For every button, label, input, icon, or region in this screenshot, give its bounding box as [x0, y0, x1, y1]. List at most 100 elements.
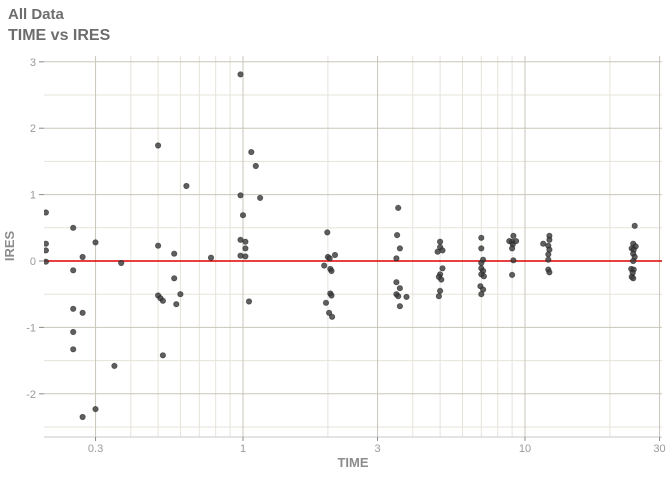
x-axis-title: TIME — [337, 455, 368, 470]
y-tick-labels: -2 -1 0 1 2 3 — [26, 57, 36, 401]
y-tick-label: 3 — [30, 57, 36, 69]
x-tick-label: 0.3 — [88, 443, 103, 455]
data-point — [631, 222, 638, 229]
data-point — [478, 259, 485, 267]
data-point — [155, 242, 162, 249]
x-tick-label: 10 — [519, 443, 531, 455]
data-point — [159, 352, 166, 359]
data-point — [92, 405, 99, 413]
data-point — [393, 279, 400, 286]
data-point — [478, 234, 485, 241]
data-point — [242, 253, 249, 260]
data-point — [242, 245, 249, 252]
data-point — [245, 298, 253, 305]
data-point — [546, 269, 553, 276]
data-point — [393, 232, 401, 239]
data-point — [435, 293, 442, 300]
data-point — [79, 309, 86, 316]
data-point — [44, 209, 49, 216]
data-point — [545, 251, 552, 258]
plot-title: All Data — [8, 6, 64, 23]
data-point — [321, 262, 328, 269]
y-axis-title: IRES — [2, 231, 17, 262]
data-point — [173, 301, 180, 308]
data-point — [111, 362, 118, 369]
data-point — [177, 291, 184, 298]
data-point — [70, 224, 77, 231]
data-point — [183, 182, 190, 190]
data-point — [508, 271, 516, 278]
data-point — [478, 291, 485, 298]
data-point — [393, 255, 400, 262]
data-point — [403, 293, 410, 300]
x-tick-labels: 0.3 1 3 10 30 — [88, 443, 666, 455]
y-tick-label: -1 — [26, 322, 36, 334]
axis-tick-marks — [39, 61, 661, 441]
data-points — [44, 71, 639, 421]
y-tick-label: 1 — [30, 190, 36, 202]
data-point — [630, 275, 637, 282]
data-point — [70, 267, 77, 274]
data-point — [252, 162, 259, 170]
data-point — [508, 245, 516, 252]
data-point — [395, 204, 402, 211]
x-tick-label: 3 — [374, 443, 380, 455]
data-point — [237, 71, 244, 78]
data-point — [326, 255, 333, 262]
data-point — [70, 328, 77, 336]
data-point — [480, 273, 487, 280]
data-point — [118, 259, 125, 267]
grid-major-lines — [44, 56, 662, 437]
data-point — [237, 192, 244, 199]
y-tick-label: -2 — [26, 389, 36, 401]
data-point — [439, 265, 446, 272]
plot-subtitle: TIME vs IRES — [8, 27, 111, 44]
data-point — [395, 293, 402, 300]
data-point — [171, 275, 178, 282]
data-point — [436, 287, 444, 294]
data-point — [328, 313, 336, 320]
data-point — [70, 305, 77, 312]
data-point — [324, 229, 331, 236]
data-point — [546, 236, 553, 243]
data-point — [171, 250, 178, 257]
data-point — [242, 238, 249, 245]
data-point — [396, 245, 403, 252]
y-tick-label: 0 — [30, 256, 36, 268]
data-point — [328, 267, 335, 275]
data-point — [328, 292, 335, 299]
data-point — [44, 258, 49, 265]
data-point — [79, 253, 86, 261]
data-point — [331, 251, 339, 259]
x-tick-label: 1 — [240, 443, 246, 455]
data-point — [545, 256, 552, 263]
data-point — [248, 149, 255, 156]
x-tick-label: 30 — [653, 443, 665, 455]
data-point — [207, 254, 215, 261]
data-point — [510, 257, 517, 264]
data-point — [540, 240, 547, 247]
data-point — [159, 297, 166, 304]
data-point — [155, 142, 162, 149]
y-tick-label: 2 — [30, 123, 36, 135]
data-point — [322, 299, 330, 306]
data-point — [434, 248, 441, 255]
data-point — [44, 240, 49, 247]
data-point — [478, 245, 485, 252]
data-point — [510, 232, 517, 239]
data-point — [438, 276, 445, 283]
data-point — [92, 239, 99, 246]
data-point — [396, 285, 403, 292]
data-point — [239, 212, 247, 219]
data-point — [79, 413, 86, 421]
data-point — [396, 303, 403, 310]
grid-minor-lines — [44, 56, 662, 437]
data-point — [70, 346, 77, 353]
data-point — [325, 309, 333, 316]
data-point — [630, 257, 637, 265]
data-point — [256, 194, 264, 201]
data-point — [436, 238, 444, 245]
data-point — [44, 247, 49, 254]
